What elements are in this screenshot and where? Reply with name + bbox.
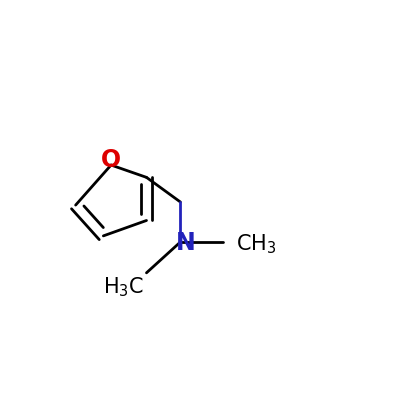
Text: $\mathregular{H_3C}$: $\mathregular{H_3C}$	[103, 275, 144, 298]
Text: O: O	[101, 148, 121, 172]
Text: N: N	[176, 231, 196, 255]
Text: $\mathregular{CH_3}$: $\mathregular{CH_3}$	[236, 233, 276, 256]
